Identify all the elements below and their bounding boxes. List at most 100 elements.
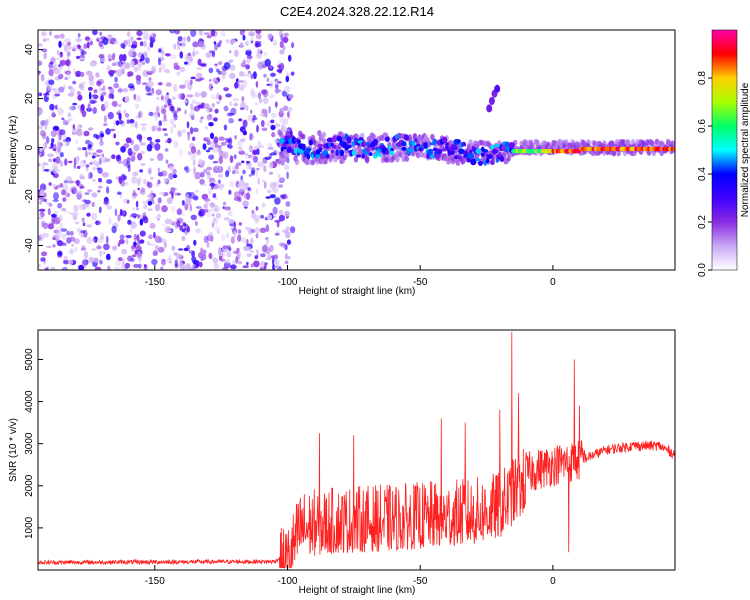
heatmap-cell (128, 88, 135, 92)
heatmap-cell (47, 153, 55, 158)
heatmap-cell (173, 140, 179, 149)
heatmap-cell (263, 73, 267, 78)
heatmap-cell (92, 179, 96, 182)
heatmap-cell (51, 213, 57, 218)
heatmap-cell (148, 111, 154, 117)
heatmap-cell (336, 136, 343, 142)
heatmap-cell (48, 116, 52, 122)
heatmap-cell (124, 262, 131, 269)
heatmap-cell (258, 92, 261, 100)
y-tick-label: -40 (24, 238, 35, 253)
heatmap-cell (148, 77, 152, 81)
heatmap-cell (99, 140, 104, 146)
heatmap-cell (216, 229, 220, 234)
heatmap-cell (214, 44, 218, 51)
heatmap-cell (315, 158, 320, 165)
heatmap-cell (127, 31, 131, 37)
heatmap-cell (136, 214, 141, 219)
heatmap-cell (81, 81, 87, 85)
heatmap-cell (261, 245, 268, 253)
heatmap-cell (208, 83, 213, 91)
heatmap-cell (368, 152, 373, 157)
heatmap-cell (123, 143, 130, 149)
heatmap-cell (63, 179, 69, 184)
heatmap-cell (72, 80, 77, 85)
heatmap-cell (58, 40, 62, 48)
heatmap-cell (422, 152, 427, 159)
heatmap-cell (205, 137, 211, 141)
heatmap-cell (83, 43, 88, 49)
heatmap-cell (407, 134, 413, 140)
heatmap-cell (162, 128, 168, 131)
heatmap-cell (288, 94, 294, 99)
spectrogram-y-label: Frequency (Hz) (8, 116, 19, 185)
heatmap-cell (389, 150, 395, 156)
heatmap-cell (470, 158, 477, 166)
heatmap-cell (149, 158, 155, 162)
heatmap-cell (164, 178, 168, 183)
heatmap-cell (260, 120, 265, 127)
heatmap-cell (109, 128, 116, 132)
heatmap-cell (87, 189, 93, 193)
heatmap-cell (122, 210, 127, 217)
heatmap-cell (451, 144, 457, 150)
heatmap-cell (76, 55, 80, 60)
heatmap-cell (189, 109, 195, 117)
heatmap-cell (262, 89, 269, 98)
heatmap-cell (190, 30, 197, 37)
heatmap-cell (233, 102, 239, 107)
heatmap-cell (137, 152, 143, 161)
heatmap-cell (59, 59, 67, 66)
heatmap-cell (118, 54, 124, 62)
heatmap-cell (212, 217, 217, 224)
heatmap-cell (117, 257, 123, 262)
heatmap-cell (63, 44, 69, 52)
spectrogram-panel: -150 -100 -50 0 -40 -20 0 20 40 Height of strai… (8, 29, 676, 297)
heatmap-cell (211, 78, 217, 81)
heatmap-cell (251, 92, 258, 99)
heatmap-cell (274, 232, 280, 236)
heatmap-cell (168, 254, 172, 261)
heatmap-cell (58, 214, 63, 222)
heatmap-cell (192, 159, 196, 166)
heatmap-cell (274, 254, 279, 260)
heatmap-cell (80, 104, 85, 111)
heatmap-cell (621, 139, 626, 146)
heatmap-cell (279, 209, 283, 215)
heatmap-cell (411, 140, 416, 148)
heatmap-cell (109, 40, 113, 44)
heatmap-cell (486, 104, 493, 113)
heatmap-cell (119, 123, 126, 127)
heatmap-cell (168, 166, 174, 171)
heatmap-cell (266, 239, 270, 244)
heatmap-cell (246, 160, 251, 164)
heatmap-cell (187, 133, 191, 141)
heatmap-cell (205, 149, 211, 153)
x-tick-label: 0 (550, 277, 556, 288)
heatmap-cell (318, 146, 323, 153)
heatmap-cell (210, 86, 214, 89)
heatmap-cell (250, 229, 256, 233)
heatmap-cell (135, 74, 142, 81)
heatmap-cell (111, 54, 116, 61)
heatmap-cell (224, 259, 230, 264)
heatmap-cell (147, 193, 154, 199)
heatmap-cell (188, 250, 195, 254)
heatmap-cell (122, 88, 128, 93)
heatmap-cell (141, 126, 147, 132)
heatmap-cell (40, 257, 46, 262)
heatmap-cell (186, 168, 192, 173)
heatmap-cell (247, 227, 253, 235)
heatmap-cell (74, 221, 80, 225)
heatmap-cell (55, 230, 63, 238)
heatmap-cell (192, 136, 196, 142)
heatmap-cell (73, 186, 78, 195)
heatmap-cell (321, 138, 327, 145)
heatmap-cell (271, 132, 276, 138)
heatmap-cell (77, 33, 81, 38)
heatmap-cell (88, 80, 95, 86)
heatmap-cell (157, 153, 164, 161)
snr-y-label: SNR (10 * v/v) (8, 418, 19, 482)
heatmap-cell (286, 239, 291, 245)
heatmap-cell (173, 43, 177, 50)
